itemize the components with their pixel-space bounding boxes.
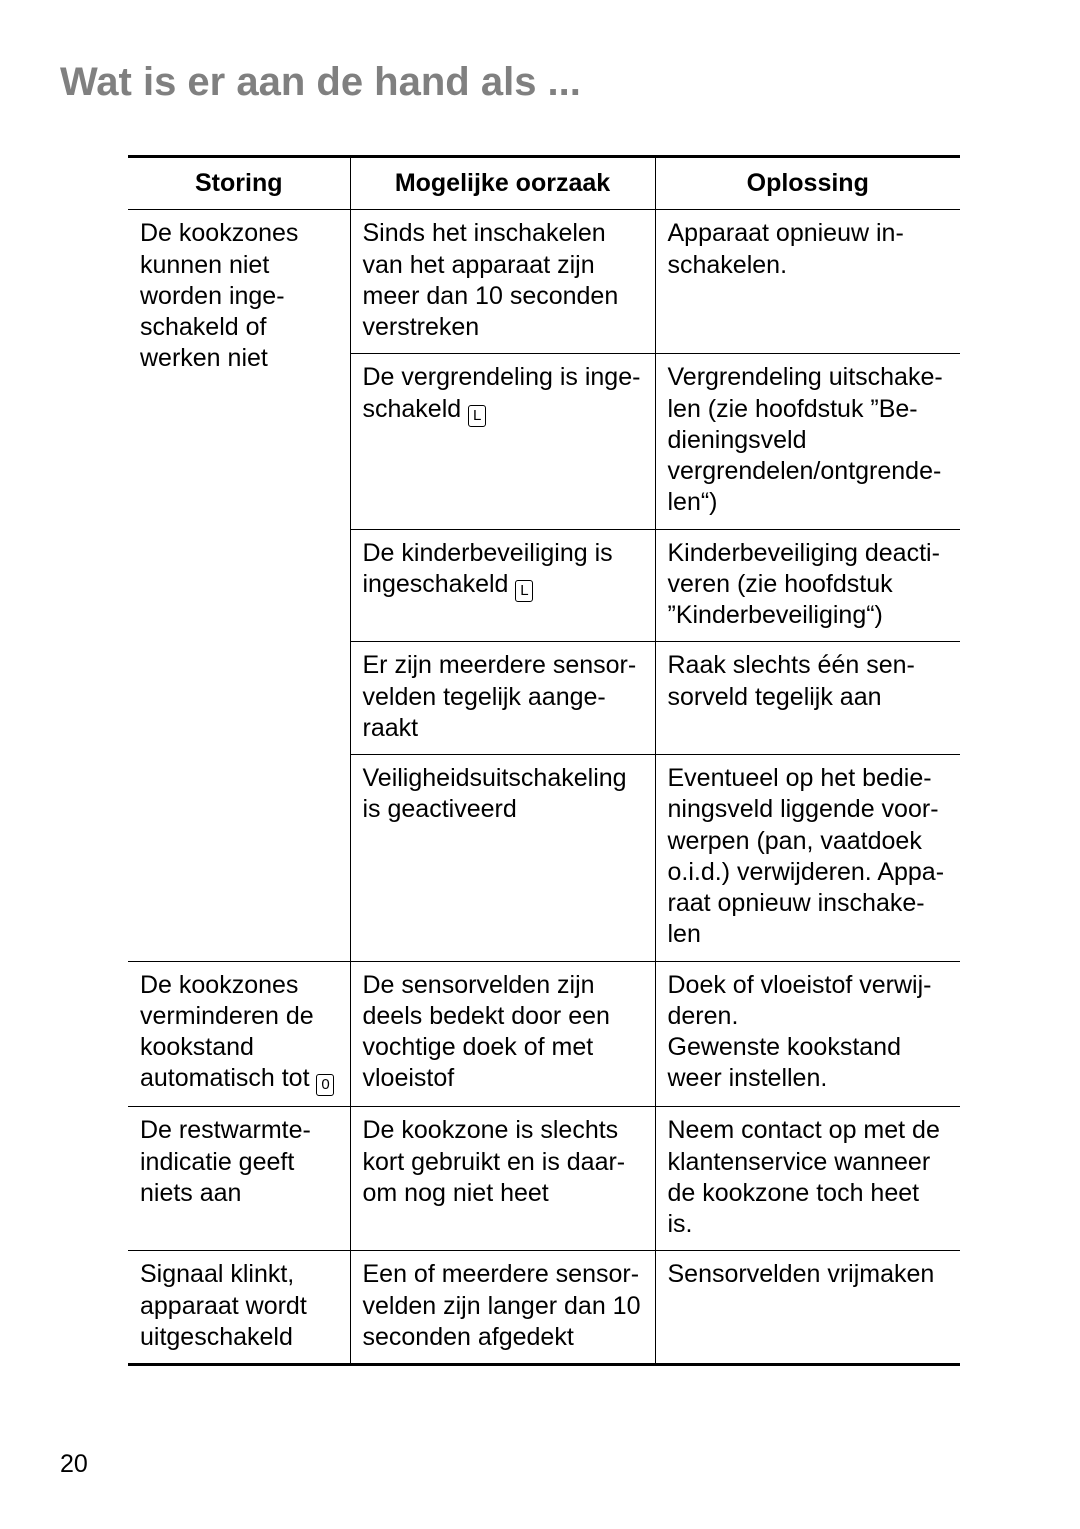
cell-oplossing: Vergrendeling uitschake­len (zie hoofdst… bbox=[655, 354, 960, 529]
cell-oorzaak: De kookzone is slechts kort gebruikt en … bbox=[350, 1107, 655, 1251]
page-number: 20 bbox=[60, 1450, 88, 1479]
table-row: De kookzones kun­nen niet worden inge­sc… bbox=[128, 210, 960, 354]
cell-oorzaak: Veiligheidsuitschakeling is geactiveerd bbox=[350, 755, 655, 962]
page-title: Wat is er aan de hand als ... bbox=[60, 60, 1020, 105]
lock-l-icon: L bbox=[515, 580, 533, 602]
table-row: De kookzones ver­minderen de kook­stand … bbox=[128, 961, 960, 1107]
cell-oorzaak: Sinds het inschakelen van het apparaat z… bbox=[350, 210, 655, 354]
troubleshooting-table: Storing Mogelijke oorzaak Oplossing De k… bbox=[128, 155, 960, 1366]
col-header-oorzaak: Mogelijke oorzaak bbox=[350, 157, 655, 210]
cell-storing: De kookzones kun­nen niet worden inge­sc… bbox=[128, 210, 350, 961]
table-row: De restwarmte-indi­catie geeft niets aan… bbox=[128, 1107, 960, 1251]
cell-oplossing: Doek of vloeistof verwij­deren.Gewenste … bbox=[655, 961, 960, 1107]
cell-oplossing: Sensorvelden vrijmaken bbox=[655, 1251, 960, 1365]
table-header-row: Storing Mogelijke oorzaak Oplossing bbox=[128, 157, 960, 210]
cell-text: De vergrendeling is inge­schakeld bbox=[363, 363, 641, 422]
cell-oorzaak: De sensorvelden zijn deels bedekt door e… bbox=[350, 961, 655, 1107]
cell-oorzaak: Er zijn meerdere sensor­velden tegelijk … bbox=[350, 642, 655, 755]
cell-text: De kookzones ver­minderen de kook­stand … bbox=[140, 971, 316, 1093]
cell-oplossing: Apparaat opnieuw in­schakelen. bbox=[655, 210, 960, 354]
table-row: Signaal klinkt, appa­raat wordt uitgesch… bbox=[128, 1251, 960, 1365]
cell-oorzaak: De vergrendeling is inge­schakeld L bbox=[350, 354, 655, 529]
cell-storing: De kookzones ver­minderen de kook­stand … bbox=[128, 961, 350, 1107]
cell-oorzaak: De kinderbeveiliging is ingeschakeld L bbox=[350, 529, 655, 642]
col-header-storing: Storing bbox=[128, 157, 350, 210]
cell-oplossing: Neem contact op met de klantenservice wa… bbox=[655, 1107, 960, 1251]
zero-icon: 0 bbox=[316, 1074, 334, 1096]
cell-storing: Signaal klinkt, appa­raat wordt uitgesch… bbox=[128, 1251, 350, 1365]
cell-oplossing: Raak slechts één sen­sorveld tegelijk aa… bbox=[655, 642, 960, 755]
col-header-oplossing: Oplossing bbox=[655, 157, 960, 210]
cell-oorzaak: Een of meerdere sensor­velden zijn lange… bbox=[350, 1251, 655, 1365]
cell-oplossing: Eventueel op het bedie­ningsveld liggend… bbox=[655, 755, 960, 962]
cell-storing: De restwarmte-indi­catie geeft niets aan bbox=[128, 1107, 350, 1251]
lock-l-icon: L bbox=[468, 405, 486, 427]
cell-text: De kinderbeveiliging is ingeschakeld bbox=[363, 539, 613, 598]
cell-oplossing: Kinderbeveiliging deacti­veren (zie hoof… bbox=[655, 529, 960, 642]
